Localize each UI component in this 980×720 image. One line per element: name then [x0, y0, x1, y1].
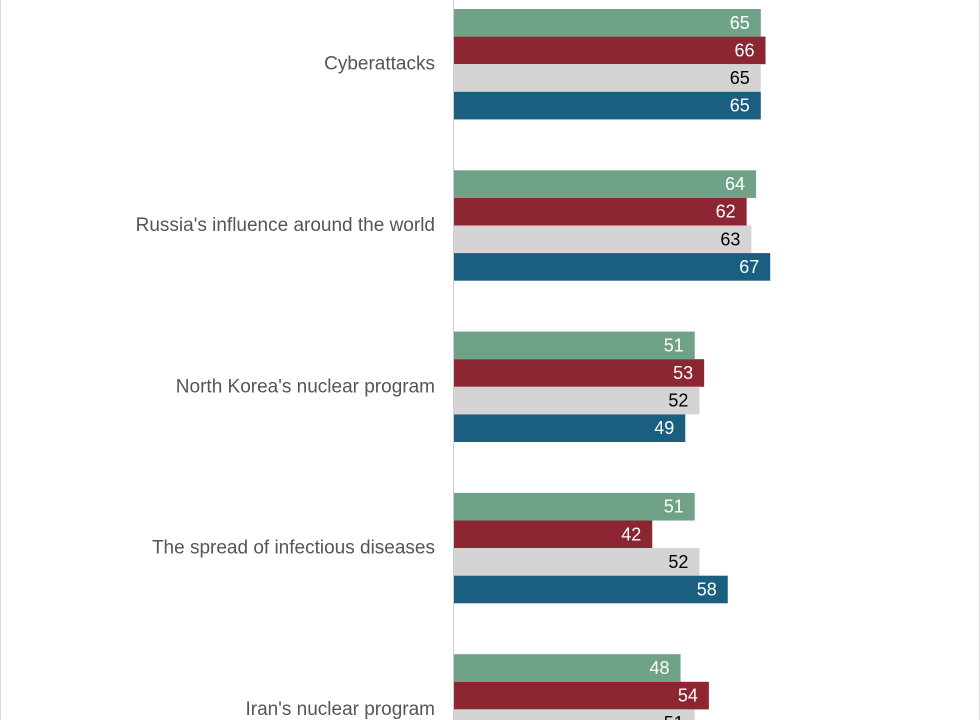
value-label-the-spread-of-infectious-diseases-series-2: 42: [621, 524, 641, 544]
value-label-russia-s-influence-around-the-world-series-3: 63: [720, 229, 740, 249]
value-label-iran-s-nuclear-program-series-3: 51: [664, 713, 684, 720]
bar-the-spread-of-infectious-diseases-series-1: [454, 492, 695, 521]
bar-the-spread-of-infectious-diseases-series-3: [454, 548, 700, 576]
bars: [454, 9, 771, 720]
value-labels: 65 66 65 65 64 62 63 67 51 53 52 49 51 42 52 58 48 54 51: [621, 13, 759, 720]
bar-cyberattacks-series-2: [454, 36, 766, 65]
value-label-cyberattacks-series-1: 65: [730, 13, 750, 33]
bar-russia-s-influence-around-the-world-series-3: [454, 225, 752, 254]
category-label-the-spread-of-infectious-diseases: The spread of infectious diseases: [152, 538, 435, 559]
value-label-north-korea-s-nuclear-program-series-3: 52: [668, 391, 688, 411]
category-labels: Cyberattacks Russia's influence around th…: [136, 54, 435, 720]
bar-the-spread-of-infectious-diseases-series-2: [454, 520, 653, 549]
category-label-north-korea-s-nuclear-program: North Korea's nuclear program: [176, 376, 435, 397]
value-label-russia-s-influence-around-the-world-series-2: 62: [716, 202, 736, 222]
value-label-russia-s-influence-around-the-world-series-4: 67: [739, 257, 759, 277]
bar-north-korea-s-nuclear-program-series-1: [454, 331, 695, 360]
bar-iran-s-nuclear-program-series-1: [454, 654, 681, 682]
bar-cyberattacks-series-4: [454, 91, 761, 120]
category-label-iran-s-nuclear-program: Iran's nuclear program: [246, 699, 436, 720]
value-label-cyberattacks-series-3: 65: [730, 68, 750, 88]
bar-iran-s-nuclear-program-series-3: [454, 709, 695, 720]
bar-north-korea-s-nuclear-program-series-3: [454, 386, 700, 415]
value-label-iran-s-nuclear-program-series-1: 48: [650, 658, 670, 678]
bar-russia-s-influence-around-the-world-series-4: [454, 253, 771, 281]
bar-cyberattacks-series-1: [454, 9, 761, 37]
bar-russia-s-influence-around-the-world-series-2: [454, 197, 747, 226]
bar-north-korea-s-nuclear-program-series-4: [454, 414, 686, 442]
category-label-cyberattacks: Cyberattacks: [324, 54, 435, 75]
value-label-north-korea-s-nuclear-program-series-2: 53: [673, 363, 693, 383]
bar-russia-s-influence-around-the-world-series-1: [454, 170, 757, 198]
value-label-the-spread-of-infectious-diseases-series-1: 51: [664, 497, 684, 517]
category-label-russia-s-influence-around-the-world: Russia's influence around the world: [136, 215, 435, 236]
bar-the-spread-of-infectious-diseases-series-4: [454, 575, 728, 604]
value-label-north-korea-s-nuclear-program-series-4: 49: [654, 418, 674, 438]
bar-cyberattacks-series-3: [454, 64, 761, 92]
value-label-the-spread-of-infectious-diseases-series-3: 52: [668, 552, 688, 572]
value-label-cyberattacks-series-4: 65: [730, 96, 750, 116]
value-label-north-korea-s-nuclear-program-series-1: 51: [664, 335, 684, 355]
value-label-the-spread-of-infectious-diseases-series-4: 58: [697, 580, 717, 600]
value-label-iran-s-nuclear-program-series-2: 54: [678, 686, 698, 706]
value-label-cyberattacks-series-2: 66: [734, 40, 754, 60]
value-label-russia-s-influence-around-the-world-series-1: 64: [725, 174, 745, 194]
bar-north-korea-s-nuclear-program-series-2: [454, 359, 705, 387]
bar-iran-s-nuclear-program-series-2: [454, 681, 709, 710]
